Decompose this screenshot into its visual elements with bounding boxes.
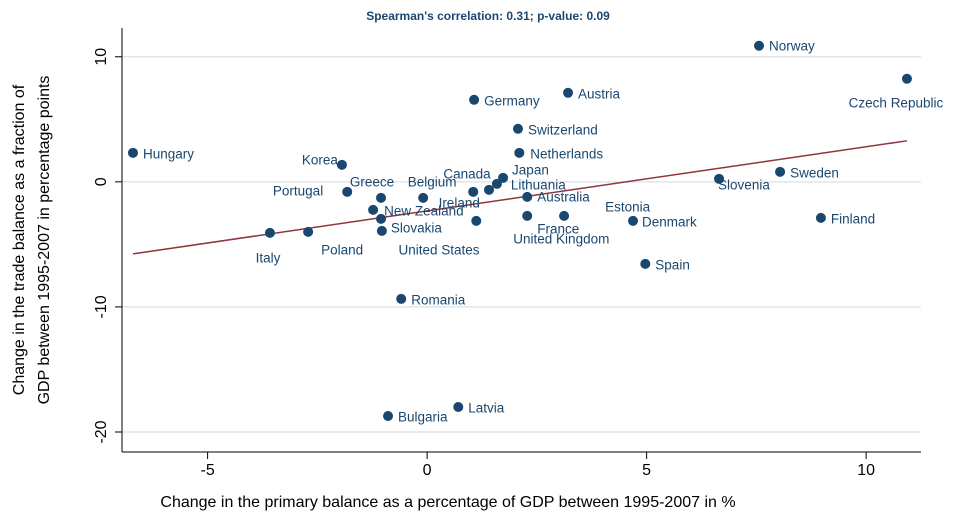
point bbox=[376, 192, 387, 203]
point-label: Sweden bbox=[790, 165, 839, 180]
point bbox=[498, 172, 509, 183]
point-label: Japan bbox=[512, 162, 549, 177]
point-label: Greece bbox=[350, 174, 394, 189]
point-label: Portugal bbox=[273, 183, 323, 198]
point-label: Latvia bbox=[468, 401, 505, 416]
point bbox=[640, 258, 651, 269]
x-tick-label: 10 bbox=[857, 462, 875, 479]
point bbox=[471, 215, 482, 226]
point-label: New Zealand bbox=[384, 203, 464, 218]
point bbox=[336, 159, 347, 170]
point-label: Lithuania bbox=[511, 177, 566, 192]
point bbox=[484, 184, 495, 195]
point-label: Estonia bbox=[605, 199, 651, 214]
point-label: Spain bbox=[655, 257, 690, 272]
y-tick-label: 0 bbox=[93, 177, 110, 186]
point bbox=[383, 410, 394, 421]
point-label: Australia bbox=[537, 189, 590, 204]
point-label: Netherlands bbox=[530, 146, 603, 161]
point bbox=[714, 173, 725, 184]
point-label: Czech Republic bbox=[849, 95, 944, 110]
fit-line bbox=[132, 140, 908, 255]
point bbox=[628, 215, 639, 226]
point bbox=[491, 178, 502, 189]
point bbox=[376, 225, 387, 236]
x-tick-label: -5 bbox=[200, 462, 214, 479]
x-tick-label: 5 bbox=[642, 462, 651, 479]
point-label: Hungary bbox=[143, 146, 194, 161]
point bbox=[418, 192, 429, 203]
point bbox=[559, 210, 570, 221]
point bbox=[775, 166, 786, 177]
point bbox=[303, 226, 314, 237]
point bbox=[264, 227, 275, 238]
point bbox=[514, 147, 525, 158]
point-label: Poland bbox=[321, 242, 363, 257]
point-label: Switzerland bbox=[528, 122, 598, 137]
point-label: Canada bbox=[443, 166, 491, 181]
point-label: Finland bbox=[831, 211, 875, 226]
point-label: Italy bbox=[256, 250, 281, 265]
point bbox=[512, 123, 523, 134]
point-label: United States bbox=[398, 242, 479, 257]
point-label: Bulgaria bbox=[398, 410, 448, 425]
point bbox=[396, 293, 407, 304]
x-tick-label: 0 bbox=[423, 462, 432, 479]
point-label: Austria bbox=[578, 86, 621, 101]
point bbox=[468, 186, 479, 197]
point-label: Ireland bbox=[439, 195, 480, 210]
point-label: Slovakia bbox=[391, 220, 443, 235]
point bbox=[522, 191, 533, 202]
y-axis-title: Change in the trade balance as a fractio… bbox=[11, 84, 28, 395]
y-axis-title: GDP between 1995-2007 in percentage poin… bbox=[36, 76, 53, 405]
point-label: Denmark bbox=[642, 214, 697, 229]
point bbox=[754, 40, 765, 51]
y-tick-label: -10 bbox=[93, 295, 110, 318]
y-tick-label: 10 bbox=[93, 48, 110, 66]
point-label: Norway bbox=[769, 38, 815, 53]
point bbox=[815, 212, 826, 223]
point bbox=[342, 186, 353, 197]
point bbox=[563, 87, 574, 98]
point bbox=[469, 94, 480, 105]
point-label: Belgium bbox=[408, 174, 457, 189]
point bbox=[127, 147, 138, 158]
point-label: Slovenia bbox=[718, 177, 770, 192]
point-label: France bbox=[537, 221, 579, 236]
point bbox=[368, 204, 379, 215]
x-axis-title: Change in the primary balance as a perce… bbox=[160, 494, 735, 511]
point-label: Korea bbox=[302, 152, 339, 167]
point bbox=[376, 213, 387, 224]
point-label: United Kingdom bbox=[513, 231, 609, 246]
point bbox=[901, 73, 912, 84]
y-tick-label: -20 bbox=[93, 420, 110, 443]
chart-title: Spearman's correlation: 0.31; p-value: 0… bbox=[366, 9, 610, 23]
point-label: Romania bbox=[411, 292, 466, 307]
point bbox=[453, 401, 464, 412]
point-label: Germany bbox=[484, 93, 540, 108]
point bbox=[522, 210, 533, 221]
